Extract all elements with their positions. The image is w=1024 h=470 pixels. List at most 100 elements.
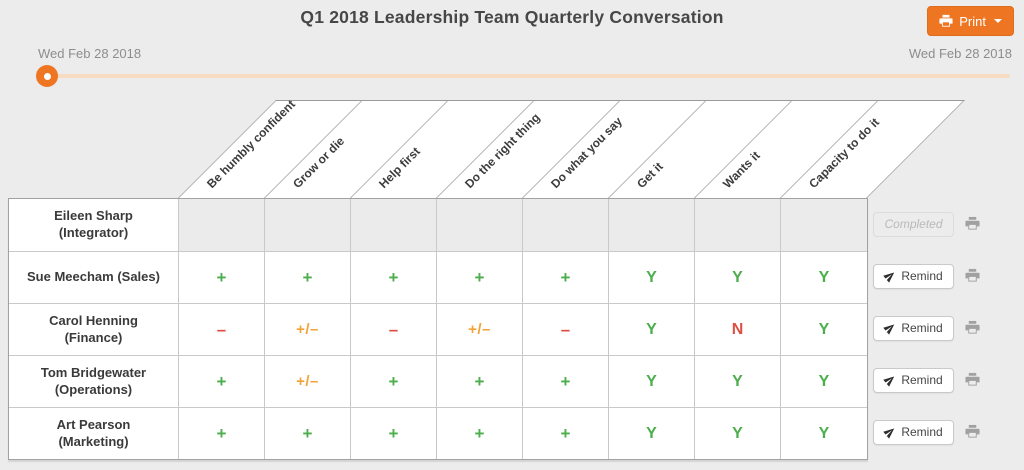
- score-cell: Y: [781, 408, 867, 459]
- score-value: Y: [646, 424, 657, 442]
- remind-button[interactable]: Remind: [873, 263, 954, 289]
- action-row: Remind: [866, 302, 1024, 354]
- slider-handle[interactable]: [36, 65, 58, 87]
- completed-label: Completed: [884, 217, 943, 231]
- score-cell: Y: [609, 252, 695, 303]
- score-value: +: [216, 267, 227, 287]
- score-value: +: [474, 371, 485, 391]
- score-cell: [609, 199, 695, 251]
- print-row-button[interactable]: [965, 424, 980, 440]
- score-value: +: [388, 267, 399, 287]
- score-cell: Y: [609, 304, 695, 355]
- score-cell: +: [179, 252, 265, 303]
- score-value: –: [216, 319, 227, 339]
- score-cell: Y: [695, 408, 781, 459]
- score-value: +: [302, 267, 313, 287]
- score-value: +: [388, 371, 399, 391]
- score-cell: Y: [781, 304, 867, 355]
- score-value: +/–: [296, 373, 319, 390]
- score-cell: +: [265, 408, 351, 459]
- score-value: N: [731, 320, 744, 338]
- score-cell: +: [179, 408, 265, 459]
- score-value: +: [474, 423, 485, 443]
- table-row: Eileen Sharp (Integrator): [9, 199, 867, 251]
- row-name: Carol Henning (Finance): [9, 304, 179, 355]
- score-cell: +/–: [265, 304, 351, 355]
- paper-plane-icon: [883, 426, 896, 439]
- score-value: +: [560, 267, 571, 287]
- score-value: Y: [732, 424, 743, 442]
- score-cell: N: [695, 304, 781, 355]
- table-row: Sue Meecham (Sales) + + + + + Y Y Y: [9, 251, 867, 303]
- score-cell: Y: [609, 408, 695, 459]
- print-row-button[interactable]: [965, 268, 980, 284]
- print-button[interactable]: Print: [927, 6, 1014, 36]
- score-value: Y: [732, 372, 743, 390]
- score-value: +: [560, 423, 571, 443]
- action-row: Remind: [866, 406, 1024, 458]
- remind-button[interactable]: Remind: [873, 315, 954, 341]
- score-cell: Y: [695, 252, 781, 303]
- range-end-label: Wed Feb 28 2018: [908, 46, 1012, 61]
- score-value: +/–: [296, 321, 319, 338]
- score-cell: [437, 199, 523, 251]
- score-cell: +: [523, 356, 609, 407]
- score-value: Y: [818, 424, 830, 442]
- caret-down-icon: [994, 19, 1002, 23]
- score-cell: [781, 199, 867, 251]
- score-cell: Y: [781, 356, 867, 407]
- paper-plane-icon: [883, 322, 896, 335]
- diagonal-column-headers: Be humbly confident Grow or die Help first…: [0, 97, 1024, 198]
- score-value: +: [560, 371, 571, 391]
- score-cell: Y: [695, 356, 781, 407]
- remind-label: Remind: [901, 425, 943, 439]
- score-cell: +: [265, 252, 351, 303]
- row-name: Sue Meecham (Sales): [9, 252, 179, 303]
- range-start-label: Wed Feb 28 2018: [38, 46, 142, 61]
- row-actions-column: Completed Remind Remind Remind Remind: [866, 198, 1024, 458]
- print-button-label: Print: [959, 13, 986, 29]
- score-cell: +: [351, 408, 437, 459]
- score-cell: [265, 199, 351, 251]
- action-row: Remind: [866, 354, 1024, 406]
- score-value: +: [388, 423, 399, 443]
- row-name: Tom Bridgewater (Operations): [9, 356, 179, 407]
- score-cell: Y: [609, 356, 695, 407]
- slider-track[interactable]: [47, 74, 1010, 78]
- score-value: Y: [646, 372, 657, 390]
- row-name: Eileen Sharp (Integrator): [9, 199, 179, 251]
- score-cell: +: [437, 356, 523, 407]
- remind-button[interactable]: Remind: [873, 367, 954, 393]
- score-value: Y: [646, 268, 657, 286]
- remind-label: Remind: [901, 269, 943, 283]
- action-row: Completed: [866, 198, 1024, 250]
- score-cell: Y: [781, 252, 867, 303]
- table-row: Carol Henning (Finance) – +/– – +/– – Y N Y: [9, 303, 867, 355]
- score-cell: –: [179, 304, 265, 355]
- score-cell: [695, 199, 781, 251]
- score-cell: +: [437, 408, 523, 459]
- slider-handle-dot: [43, 72, 51, 80]
- score-value: +: [216, 371, 227, 391]
- table-row: Tom Bridgewater (Operations) + +/– + + + Y Y Y: [9, 355, 867, 407]
- paper-plane-icon: [883, 270, 896, 283]
- page-title: Q1 2018 Leadership Team Quarterly Conver…: [300, 7, 724, 27]
- print-row-button[interactable]: [965, 372, 980, 388]
- completed-button: Completed: [873, 211, 954, 237]
- score-value: Y: [732, 268, 743, 286]
- score-cell: +: [523, 252, 609, 303]
- print-row-button[interactable]: [965, 320, 980, 336]
- score-cell: +: [523, 408, 609, 459]
- score-cell: +: [179, 356, 265, 407]
- score-cell: +: [351, 356, 437, 407]
- score-value: Y: [646, 320, 657, 338]
- score-value: Y: [818, 372, 830, 390]
- score-cell: +: [437, 252, 523, 303]
- score-value: Y: [818, 268, 830, 286]
- print-row-button[interactable]: [965, 216, 980, 232]
- remind-label: Remind: [901, 373, 943, 387]
- remind-button[interactable]: Remind: [873, 419, 954, 445]
- score-value: +: [216, 423, 227, 443]
- score-value: +: [474, 267, 485, 287]
